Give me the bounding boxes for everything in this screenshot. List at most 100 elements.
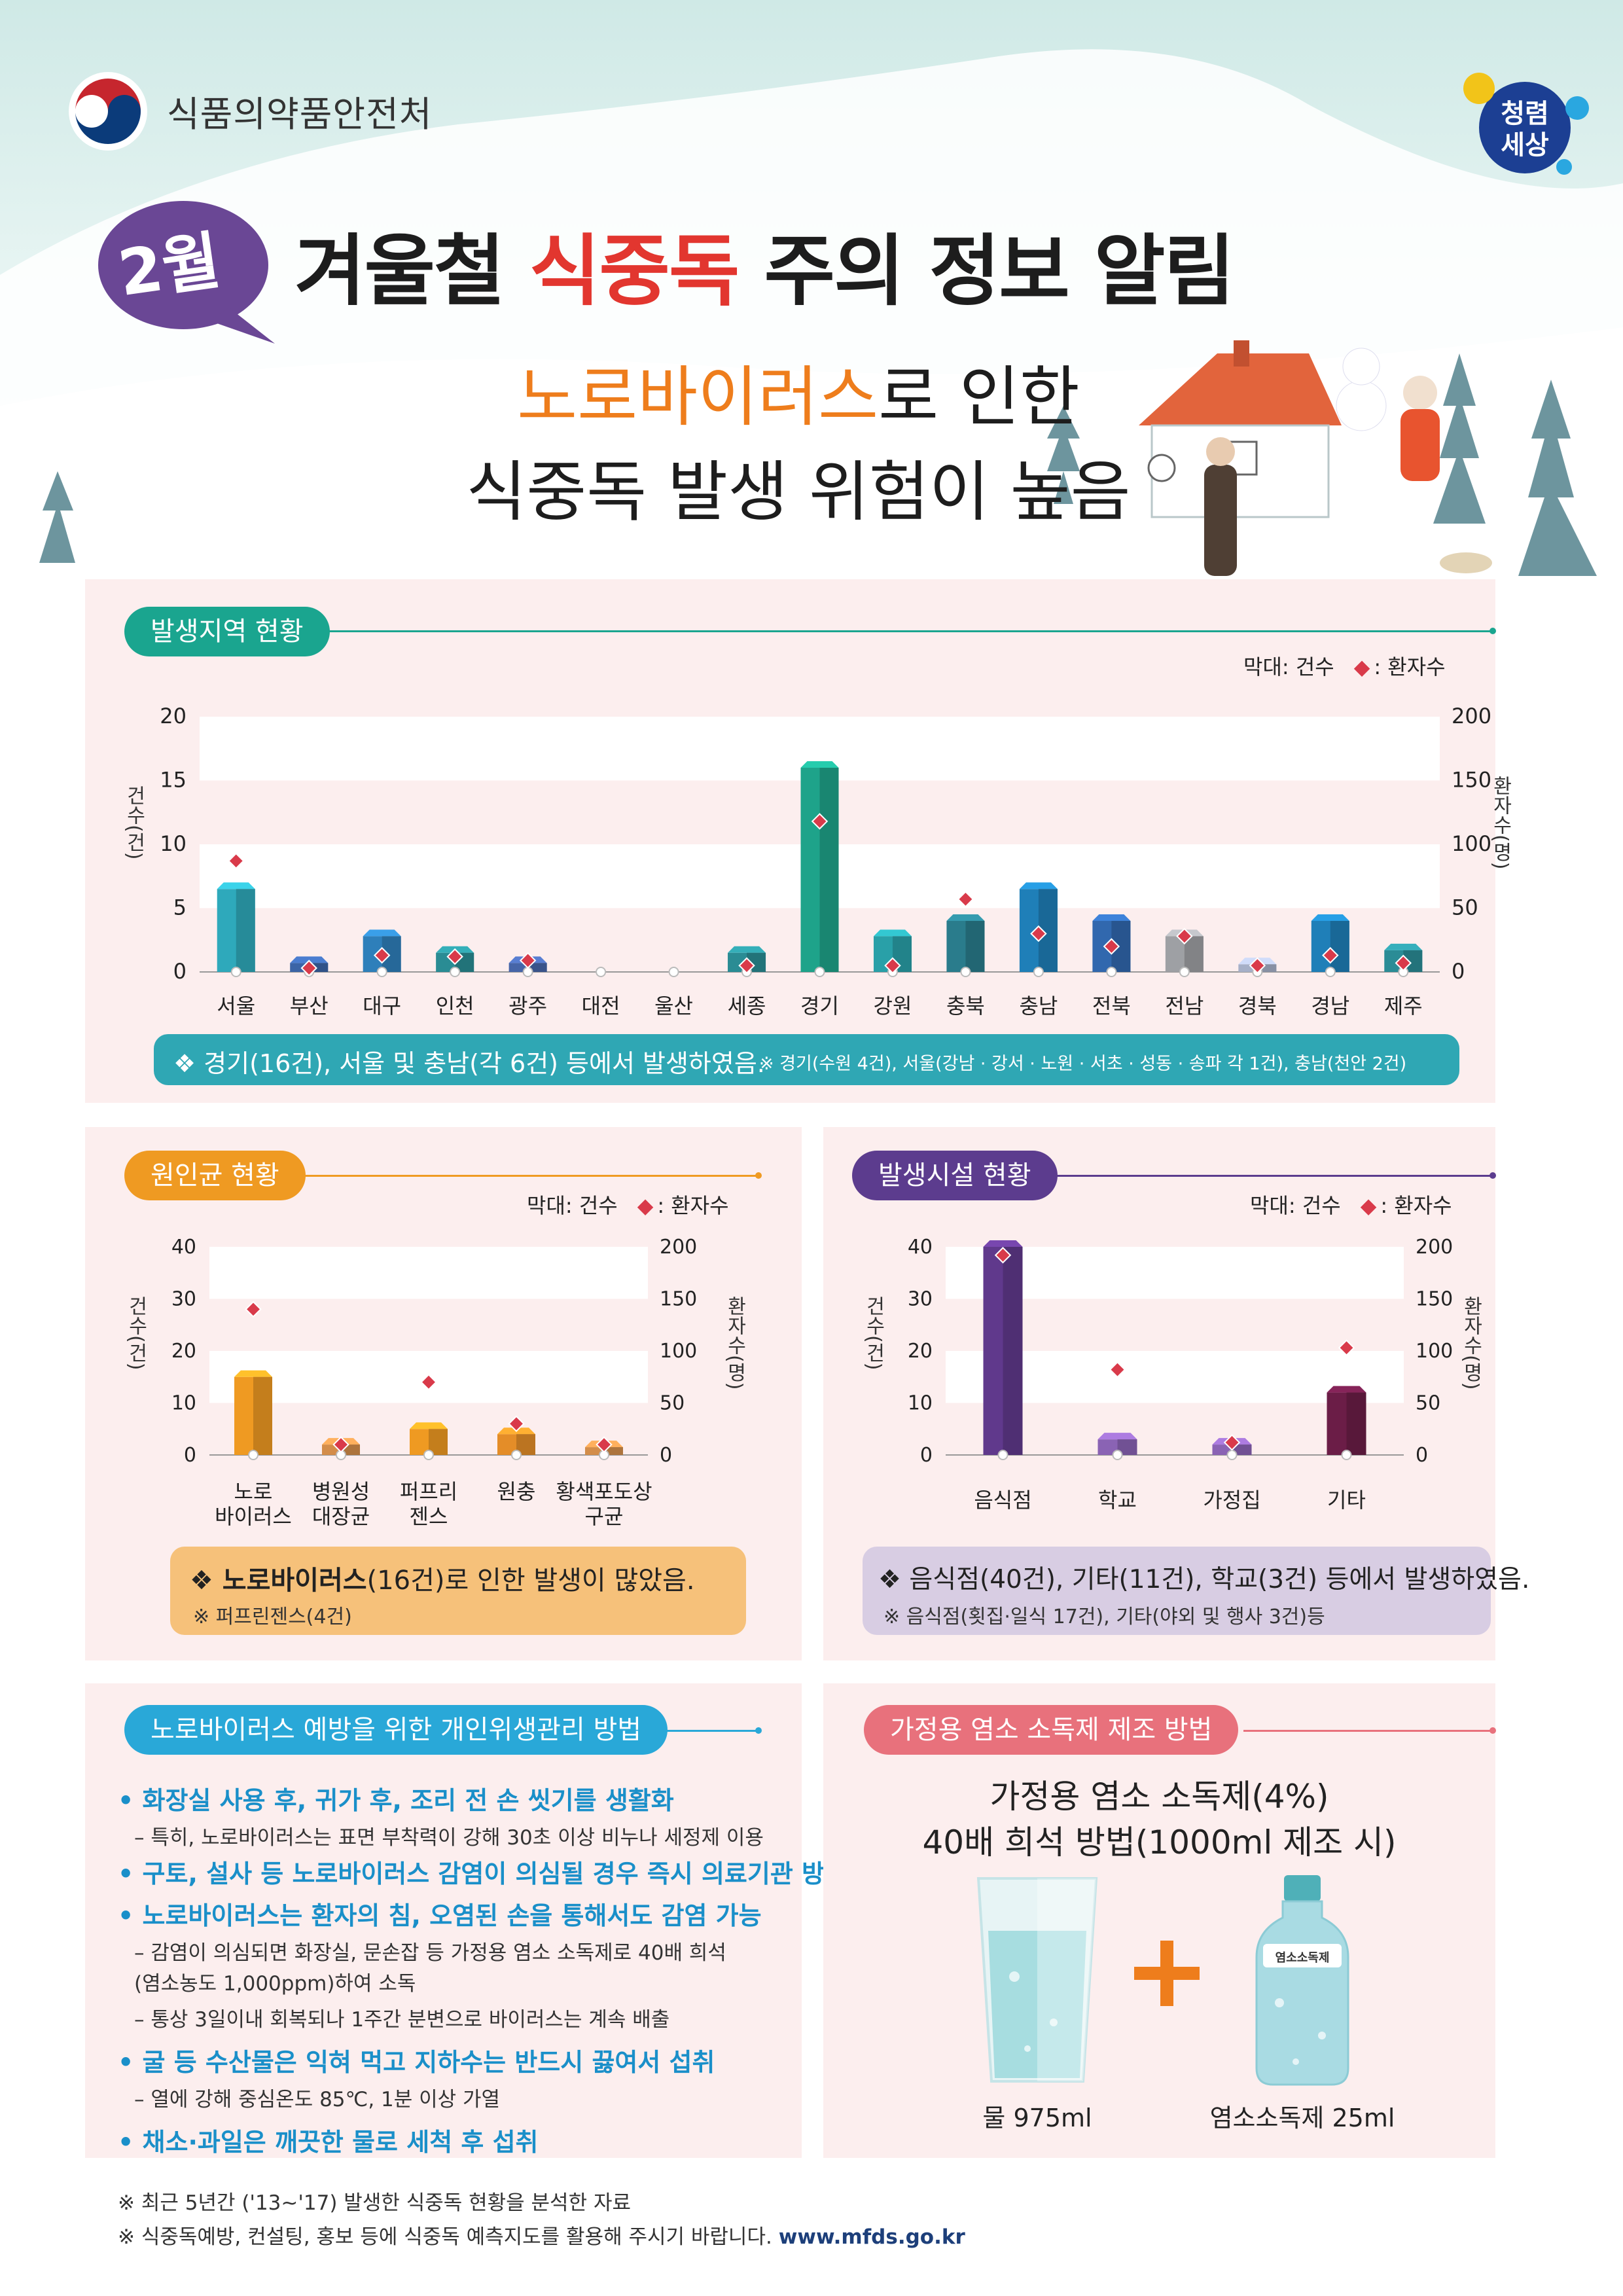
- hygiene-section-label: 노로바이러스 예방을 위한 개인위생관리 방법: [124, 1705, 668, 1755]
- left-tick-label: 10: [908, 1392, 933, 1415]
- diamond-marker-icon: ◆: [637, 1193, 654, 1218]
- left-tick-label: 0: [920, 1444, 933, 1467]
- bar-shade: [965, 921, 985, 972]
- patient-marker: [994, 1246, 1012, 1264]
- patient-marker: [811, 813, 829, 830]
- base-point: [423, 1450, 434, 1460]
- bar-top: [800, 761, 839, 768]
- region-header-line: [288, 630, 1493, 632]
- bar-shade: [1117, 1439, 1137, 1455]
- svg-text:세상: 세상: [1501, 130, 1549, 160]
- region-note-box: [154, 1034, 1459, 1085]
- right-tick-label: 150: [660, 1288, 697, 1311]
- category-label: 울산: [654, 994, 693, 1018]
- patient-marker: [738, 957, 755, 974]
- patient-marker: [508, 1415, 525, 1433]
- category-label: 기타: [1327, 1488, 1366, 1513]
- left-tick-label: 30: [171, 1288, 196, 1311]
- bar-shade: [1003, 1247, 1023, 1455]
- region-section-label: 발생지역 현황: [124, 607, 330, 656]
- bar-shade: [527, 963, 547, 972]
- diamond-marker-icon: ◆: [1360, 1193, 1377, 1218]
- category-label: 경북: [1238, 994, 1277, 1018]
- left-tick-label: 20: [171, 1340, 196, 1363]
- category-label: 충남: [1019, 994, 1058, 1018]
- patient-marker: [1249, 957, 1266, 974]
- water-glass-icon: [976, 1877, 1098, 2083]
- government-emblem-icon: [69, 72, 147, 151]
- bar-top: [946, 914, 985, 921]
- region-note-sub: ※ 경기(수원 4건), 서울(강남 · 강서 · 노원 · 서초 · 성동 ·…: [759, 1054, 1407, 1074]
- month-label: 2월: [114, 223, 225, 311]
- base-point: [814, 967, 825, 977]
- category-label: 음식점: [974, 1488, 1031, 1513]
- hygiene-bullet: • 굴 등 수산물은 익혀 먹고 지하수는 반드시 끓여서 섭취: [118, 2048, 715, 2077]
- bar-top: [728, 946, 766, 953]
- category-label: 부산: [290, 994, 329, 1018]
- right-tick-label: 50: [1452, 895, 1478, 920]
- bar-shade: [604, 1447, 623, 1455]
- base-point: [1226, 1450, 1238, 1460]
- base-point: [248, 1450, 259, 1460]
- hygiene-bullet: • 노로바이러스는 환자의 침, 오염된 손을 통해서도 감염 가능: [118, 1901, 762, 1930]
- bleach-title-line1: 가정용 염소 소독제(4%): [990, 1778, 1329, 1816]
- right-tick-label: 100: [660, 1340, 697, 1363]
- right-tick-label: 0: [1416, 1444, 1428, 1467]
- bar-shade: [236, 889, 255, 972]
- right-tick-label: 0: [660, 1444, 672, 1467]
- category-label: 강원: [874, 994, 912, 1018]
- bar-top: [1384, 943, 1423, 950]
- subtitle-line2: 식중독 발생 위험이 높음: [466, 454, 1131, 530]
- patient-marker: [332, 1436, 349, 1453]
- category-label: 바이러스: [215, 1504, 292, 1529]
- category-label: 전남: [1165, 994, 1204, 1018]
- base-point: [960, 967, 971, 977]
- base-point: [668, 967, 679, 977]
- patient-marker: [1223, 1434, 1241, 1451]
- bar-shade: [1346, 1392, 1366, 1455]
- region-left-axis-label: 건수(건): [122, 785, 145, 860]
- footer-url[interactable]: www.mfds.go.kr: [778, 2225, 965, 2249]
- right-tick-label: 100: [1416, 1340, 1453, 1363]
- facility-note-sub: ※ 음식점(횟집·일식 17건), 기타(야외 및 행사 3건)등: [883, 1605, 1325, 1628]
- category-label: 병원성: [312, 1479, 370, 1504]
- footer-note-1: ※ 최근 5년간 ('13~'17) 발생한 식중독 현황을 분석한 자료: [118, 2191, 631, 2215]
- right-tick-label: 150: [1452, 768, 1491, 793]
- hygiene-bullet: • 구토, 설사 등 노로바이러스 감염이 의심될 경우 즉시 의료기관 방문: [118, 1859, 847, 1888]
- base-point: [230, 967, 241, 977]
- cause-section-label: 원인균 현황: [124, 1151, 306, 1200]
- svg-text:청렴: 청렴: [1501, 99, 1549, 129]
- right-tick-label: 50: [660, 1392, 685, 1415]
- right-tick-label: 50: [1416, 1392, 1440, 1415]
- patient-marker: [1109, 1361, 1126, 1378]
- bar-top: [983, 1240, 1023, 1247]
- bar-shade: [1184, 936, 1204, 972]
- bleach-header-dot: [1489, 1727, 1496, 1734]
- bar-shade: [253, 1376, 272, 1455]
- left-tick-label: 15: [160, 768, 187, 793]
- right-tick-label: 150: [1416, 1288, 1453, 1311]
- bleach-title-line2: 40배 희석 방법(1000ml 제조 시): [922, 1823, 1397, 1861]
- patient-marker: [446, 948, 463, 965]
- cause-note-box: [170, 1547, 746, 1635]
- patient-marker: [1338, 1339, 1355, 1356]
- left-tick-label: 0: [184, 1444, 196, 1467]
- hygiene-bullet: • 화장실 사용 후, 귀가 후, 조리 전 손 씻기를 생활화: [118, 1786, 674, 1815]
- left-tick-label: 40: [908, 1236, 933, 1259]
- region-right-axis-label: 환자수(명): [1489, 776, 1512, 870]
- bar-top: [363, 929, 401, 937]
- footer-note-2: ※ 식중독예방, 컨설팅, 홍보 등에 식중독 예측지도를 활용해 주시기 바랍…: [118, 2225, 965, 2249]
- facility-header-line: [1021, 1175, 1492, 1177]
- category-label: 충북: [946, 994, 985, 1018]
- bottle-label: 염소소독제: [1275, 1951, 1330, 1965]
- cause-left-axis-label: 건수(건): [124, 1296, 147, 1371]
- bar-shade: [819, 768, 839, 972]
- cause-header-dot: [755, 1172, 762, 1179]
- patient-marker: [245, 1300, 262, 1318]
- winter-scene: [0, 49, 1623, 589]
- category-label: 세종: [728, 994, 766, 1018]
- bleach-bottle-icon: [1255, 1875, 1349, 2086]
- patient-marker: [1176, 927, 1193, 945]
- bar-top: [1327, 1386, 1366, 1393]
